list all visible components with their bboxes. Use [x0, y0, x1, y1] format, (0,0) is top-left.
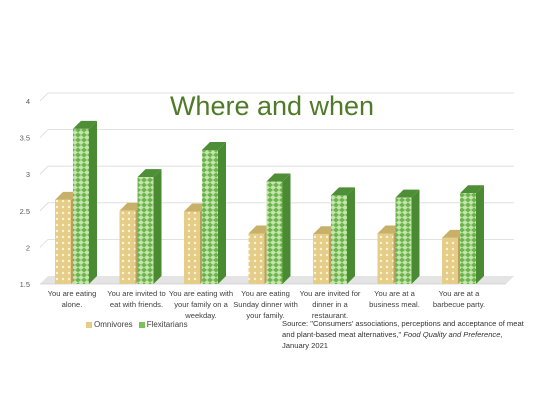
x-category-label-line: your family. — [246, 311, 284, 320]
bar-face — [377, 233, 394, 284]
bar-face — [331, 195, 347, 284]
bar-face — [55, 199, 71, 284]
gridline-diagonal — [39, 239, 49, 248]
bar-side — [89, 120, 97, 284]
bar-flexitarians — [395, 189, 420, 284]
bar-face — [266, 181, 283, 284]
x-category-label-line: You are invited for — [300, 289, 361, 298]
y-tick-label: 4 — [26, 97, 30, 106]
bar-side — [153, 169, 162, 284]
x-category-label: You are at a business meal. — [369, 289, 420, 309]
x-category-label-line: restaurant. — [312, 311, 348, 320]
bar-face — [119, 210, 136, 284]
source-note: Source: "Consumers' associations, percep… — [282, 318, 527, 351]
bar-face — [137, 177, 154, 284]
gridline-diagonal — [39, 92, 49, 102]
y-tick-label: 2.5 — [20, 207, 30, 216]
x-category-label-line: You are at a — [374, 289, 415, 298]
x-category-label-line: You are at a — [439, 289, 480, 298]
x-category-label-line: You are eating — [241, 289, 290, 298]
bar-face — [248, 233, 265, 284]
legend-swatch-omnivores — [86, 321, 92, 328]
x-category-label-line: business meal. — [369, 300, 420, 309]
x-category-label: You are at a barbecue party. — [433, 289, 485, 309]
bar-side — [476, 185, 484, 284]
x-category-label: You are eating alone. — [48, 289, 97, 309]
x-category-label-line: dinner in a — [312, 300, 348, 309]
x-category-label-line: weekday. — [184, 311, 217, 320]
legend-label-omnivores: Omnivores — [94, 320, 133, 329]
y-tick-label: 2 — [26, 243, 30, 252]
x-category-label-line: barbecue party. — [433, 300, 485, 309]
bar-flexitarians — [460, 185, 484, 284]
y-tick-label: 3.5 — [20, 134, 30, 143]
bar-flexitarians — [331, 187, 355, 284]
y-tick-label: 1.5 — [20, 280, 30, 289]
bar-top — [266, 173, 291, 182]
chart-title: Where and when — [170, 91, 374, 121]
bar-top — [460, 185, 484, 194]
x-category-label: You are invited to eat with friends. — [107, 289, 165, 309]
bar-face — [202, 150, 218, 284]
x-category-label-line: alone. — [62, 300, 83, 309]
bar-top — [137, 169, 162, 178]
x-axis-labels: You are eating alone. You are invited to ea… — [48, 289, 485, 320]
bars — [55, 120, 484, 284]
x-category-label-line: You are invited to — [107, 289, 165, 298]
bar-face — [442, 237, 458, 284]
bar-side — [282, 173, 291, 284]
bar-side — [411, 189, 420, 284]
bar-face — [184, 211, 200, 284]
y-axis-ticks: 1.5 2 2.5 3 3.5 4 — [20, 97, 30, 289]
bar-side — [218, 142, 226, 284]
source-prefix: Source: "Consumers' associations, percep… — [282, 319, 524, 339]
x-category-label-line: eat with friends. — [110, 300, 163, 309]
bar-face — [460, 193, 476, 284]
bar-flexitarians — [202, 142, 226, 284]
legend-swatch-flexitarians — [138, 321, 145, 328]
x-category-label: You are eating with your family on a weekd… — [169, 289, 233, 320]
gridline-diagonal — [39, 202, 49, 212]
legend: Omnivores Flexitarians — [86, 320, 188, 329]
bar-face — [73, 128, 89, 284]
bar-top — [395, 189, 420, 198]
x-category-label-line: Sunday dinner with — [233, 300, 298, 309]
y-tick-label: 3 — [26, 170, 30, 179]
bar-face — [313, 234, 329, 284]
legend-item-omnivores: Omnivores — [86, 320, 133, 329]
bar-side — [347, 187, 355, 284]
gridline-diagonal — [39, 129, 49, 138]
x-category-label-line: You are eating — [48, 289, 97, 298]
x-category-label: You are invited for dinner in a restaurant… — [300, 289, 361, 320]
legend-label-flexitarians: Flexitarians — [146, 320, 188, 329]
bar-flexitarians — [73, 120, 97, 284]
bar-flexitarians — [137, 169, 162, 284]
bar-face — [395, 197, 412, 284]
gridline-diagonal — [39, 165, 49, 175]
x-category-label-line: your family on a — [174, 300, 228, 309]
bar-top — [331, 187, 355, 196]
bar-top — [202, 142, 226, 151]
source-journal: Food Quality and Preference — [403, 330, 501, 339]
source-suffix: , January 2021 — [282, 330, 503, 350]
bar-top — [73, 120, 97, 129]
bar-flexitarians — [266, 173, 291, 284]
x-category-label: You are eating Sunday dinner with your fam… — [233, 289, 298, 320]
legend-item-flexitarians: Flexitarians — [138, 320, 188, 329]
x-category-label-line: You are eating with — [169, 289, 233, 298]
